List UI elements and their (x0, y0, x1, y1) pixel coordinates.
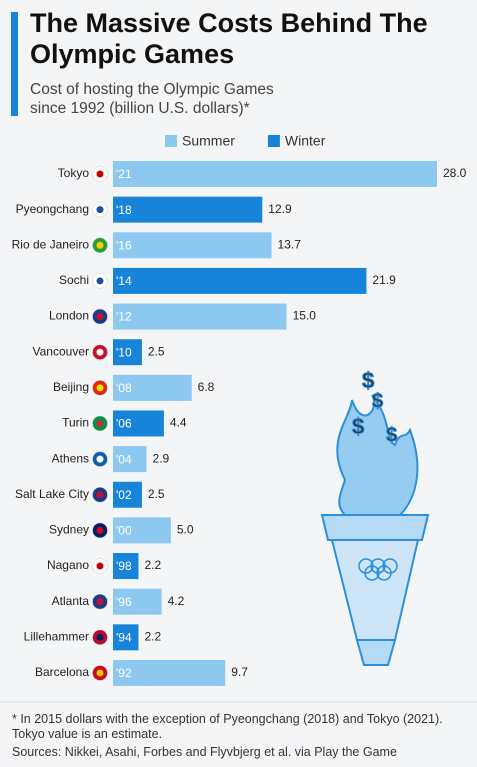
bar-year-label: '12 (116, 310, 132, 324)
legend-label: Summer (182, 133, 235, 149)
value-label: 4.4 (170, 416, 187, 430)
value-label: 9.7 (231, 665, 248, 679)
bar (113, 624, 139, 651)
flag-emblem (96, 384, 104, 392)
bar-year-label: '92 (116, 666, 132, 680)
value-label: 5.0 (177, 523, 194, 537)
bar-year-label: '98 (116, 559, 132, 573)
category-label: Beijing (53, 380, 89, 394)
svg-text:$: $ (352, 414, 364, 439)
bar-year-label: '02 (116, 488, 132, 502)
bar (113, 588, 162, 615)
bar-year-label: '94 (116, 630, 132, 644)
category-label: Lillehammer (24, 629, 89, 643)
bar (113, 517, 171, 544)
flag-emblem (96, 455, 104, 463)
value-label: 2.5 (148, 487, 165, 501)
value-label: 28.0 (443, 166, 467, 180)
bar (113, 232, 272, 259)
bar (113, 410, 164, 437)
legend-swatch (165, 135, 177, 147)
legend-swatch (267, 135, 280, 147)
flag-emblem (96, 526, 104, 534)
flag-emblem (96, 241, 104, 249)
bar-year-label: '08 (116, 381, 132, 395)
torch-rim (320, 514, 430, 541)
bar (113, 196, 263, 223)
bar (113, 481, 142, 508)
category-label: Pyeongchang (16, 202, 89, 216)
bar-year-label: '16 (116, 238, 132, 252)
torch-base (355, 639, 397, 666)
bar (113, 659, 226, 686)
bar (113, 267, 367, 294)
flag-emblem (96, 562, 104, 570)
flame (336, 394, 419, 516)
chart: $ $ $ $ Summer Winter Tokyo '21 28.0 Pyeongch… (0, 133, 477, 703)
value-label: 2.2 (144, 629, 161, 643)
flag-emblem (96, 313, 104, 321)
torch-body (330, 539, 420, 641)
bar (113, 339, 142, 366)
chart-title: The Massive Costs Behind The Olympic Gam… (30, 8, 428, 69)
bar-year-label: '00 (116, 524, 132, 538)
bar (113, 553, 139, 580)
flag-emblem (96, 669, 104, 677)
bar (113, 303, 287, 330)
value-label: 2.9 (153, 451, 170, 465)
bar (113, 374, 192, 401)
value-label: 6.8 (198, 380, 215, 394)
category-label: Rio de Janeiro (12, 237, 90, 251)
bar (113, 161, 437, 187)
bar-year-label: '06 (116, 417, 132, 431)
category-label: Atlanta (52, 594, 90, 608)
bar-year-label: '10 (116, 345, 132, 359)
svg-text:$: $ (362, 368, 374, 393)
svg-text:$: $ (386, 424, 397, 446)
flag-emblem (96, 206, 104, 214)
bar-year-label: '04 (116, 452, 132, 466)
torch: $ $ $ $ (320, 367, 430, 666)
footnote: * In 2015 dollars with the exception of … (12, 712, 443, 741)
category-label: Turin (62, 416, 89, 430)
dollar-signs: $ $ $ $ (352, 367, 398, 446)
bar-year-label: '18 (116, 203, 132, 217)
legend-label: Winter (285, 133, 326, 149)
value-label: 4.2 (168, 594, 185, 608)
flag-emblem (96, 598, 104, 606)
flag-emblem (96, 170, 104, 178)
flag-emblem (96, 633, 104, 641)
flag-emblem (96, 491, 104, 499)
bar-year-label: '96 (116, 595, 132, 609)
svg-text:$: $ (372, 390, 383, 412)
value-label: 21.9 (372, 273, 396, 287)
bar-year-label: '14 (116, 274, 132, 288)
source: Sources: Nikkei, Asahi, Forbes and Flyvb… (12, 745, 397, 759)
flag-emblem (96, 277, 104, 285)
olympic-rings (358, 558, 398, 581)
flag-emblem (96, 419, 104, 427)
category-label: Barcelona (35, 665, 89, 679)
value-label: 13.7 (278, 237, 302, 251)
value-label: 2.2 (144, 558, 161, 572)
category-label: London (49, 309, 89, 323)
category-label: Sydney (49, 523, 89, 537)
bar-year-label: '21 (116, 167, 132, 181)
flag-emblem (96, 348, 104, 356)
category-label: Salt Lake City (15, 487, 89, 501)
category-label: Sochi (59, 273, 89, 287)
accent-bar (11, 12, 18, 116)
category-label: Tokyo (58, 166, 90, 180)
value-label: 15.0 (293, 309, 317, 323)
value-label: 12.9 (268, 202, 292, 216)
bar (113, 446, 147, 473)
value-label: 2.5 (148, 344, 165, 358)
category-label: Vancouver (33, 344, 89, 358)
category-label: Nagano (47, 558, 89, 572)
chart-subtitle: Cost of hosting the Olympic Games since … (30, 81, 274, 117)
category-label: Athens (52, 451, 89, 465)
